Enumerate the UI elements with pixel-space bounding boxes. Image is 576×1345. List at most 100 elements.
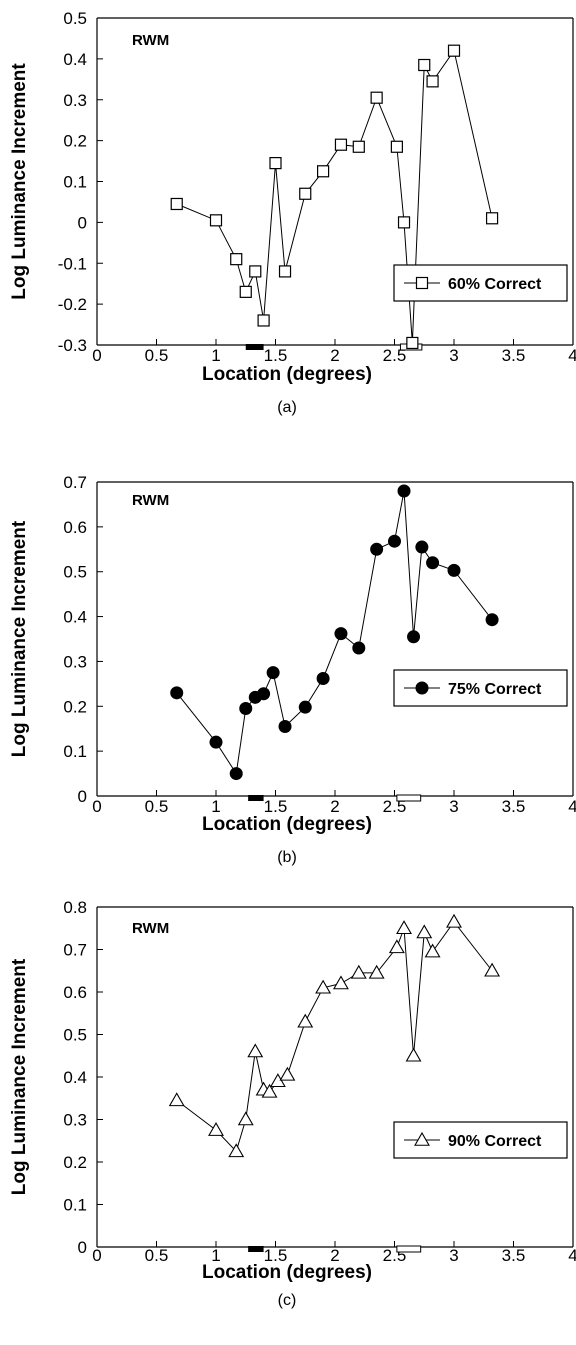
x-tick-label: 2 bbox=[330, 1246, 339, 1265]
x-tick-label: 1.5 bbox=[264, 346, 288, 365]
x-tick-label: 0 bbox=[92, 1246, 101, 1265]
data-point bbox=[230, 253, 243, 266]
x-tick-label: 2.5 bbox=[383, 797, 407, 816]
x-tick-label: 0 bbox=[92, 797, 101, 816]
y-tick-label: 0.2 bbox=[63, 697, 87, 716]
x-tick-label: 4 bbox=[568, 797, 576, 816]
data-point bbox=[249, 265, 262, 278]
data-point bbox=[266, 666, 280, 680]
x-tick-label: 0 bbox=[92, 346, 101, 365]
y-axis-title: Log Luminance Increment bbox=[9, 520, 30, 757]
data-point bbox=[416, 924, 433, 939]
x-tick-label: 1 bbox=[211, 346, 220, 365]
y-tick-label: -0.2 bbox=[58, 295, 87, 314]
data-point bbox=[170, 686, 184, 700]
data-point bbox=[447, 563, 461, 577]
data-point bbox=[352, 641, 366, 655]
data-point bbox=[297, 1013, 314, 1028]
y-tick-label: 0.1 bbox=[63, 173, 87, 192]
x-tick-label: 0.5 bbox=[145, 797, 169, 816]
data-point bbox=[484, 962, 501, 977]
y-tick-label: 0.4 bbox=[63, 1068, 87, 1087]
data-point bbox=[239, 285, 252, 298]
y-axis-title: Log Luminance Increment bbox=[9, 63, 30, 300]
x-tick-label: 3.5 bbox=[502, 1246, 526, 1265]
y-tick-label: -0.1 bbox=[58, 254, 87, 273]
series-line bbox=[176, 490, 493, 775]
data-point bbox=[317, 165, 330, 178]
x-axis-title: Location (degrees) bbox=[202, 1262, 372, 1283]
data-point bbox=[257, 687, 271, 701]
x-axis-title: Location (degrees) bbox=[202, 364, 372, 385]
filled-location-marker bbox=[248, 1246, 264, 1252]
legend-marker bbox=[414, 1131, 430, 1146]
y-tick-label: 0.2 bbox=[63, 1153, 87, 1172]
legend-label: 75% Correct bbox=[448, 681, 542, 698]
y-tick-label: 0.4 bbox=[63, 608, 87, 627]
data-point bbox=[424, 943, 441, 958]
chart-panel-a: -0.3 -0.2 -0.1 0 0.1 0.2 0.3 0.4 0.5 0 0.5 1 1.5 2 2.5… bbox=[9, 9, 576, 416]
y-tick-label: 0.7 bbox=[63, 941, 87, 960]
data-point bbox=[269, 157, 282, 170]
data-point bbox=[415, 540, 429, 554]
y-tick-label: 0.6 bbox=[63, 983, 87, 1002]
filled-location-marker bbox=[245, 344, 264, 350]
data-point bbox=[257, 314, 270, 327]
x-tick-label: 0.5 bbox=[145, 1246, 169, 1265]
data-point bbox=[368, 964, 385, 979]
x-tick-label: 2.5 bbox=[383, 346, 407, 365]
x-tick-label: 4 bbox=[568, 346, 576, 365]
x-tick-label: 3 bbox=[449, 1246, 458, 1265]
data-point bbox=[279, 1066, 296, 1081]
data-point bbox=[334, 138, 348, 151]
data-point bbox=[333, 975, 349, 990]
data-point bbox=[397, 216, 411, 229]
x-tick-label: 3 bbox=[449, 346, 458, 365]
panel-label: (b) bbox=[277, 849, 297, 866]
x-tick-label: 2 bbox=[330, 346, 339, 365]
data-point bbox=[407, 630, 421, 644]
data-point bbox=[446, 913, 462, 928]
chart-panel-c: 00.10.20.30.40.50.60.70.80 0.5 1 1.5 2 2.5 3 3.… bbox=[9, 898, 576, 1309]
legend-label: 60% Correct bbox=[448, 276, 542, 293]
corner-label: RWM bbox=[132, 492, 169, 509]
corner-label: RWM bbox=[132, 32, 169, 49]
open-location-marker bbox=[396, 794, 422, 802]
corner-label: RWM bbox=[132, 920, 169, 937]
data-point bbox=[485, 613, 499, 627]
y-tick-label: 0.1 bbox=[63, 1196, 87, 1215]
y-tick-label: 0 bbox=[78, 787, 87, 806]
series-line bbox=[176, 921, 493, 1153]
chart-panel-b: 0 0.1 0.2 0.3 0.4 0.5 0.6 0.7 0 0.5 1 1.5 2 2.5 3 3.5 4 7… bbox=[9, 473, 576, 866]
x-tick-label: 3.5 bbox=[502, 346, 526, 365]
data-point bbox=[418, 58, 431, 72]
data-point bbox=[316, 671, 330, 685]
y-axis-title: Log Luminance Increment bbox=[9, 958, 30, 1195]
data-point bbox=[388, 534, 401, 548]
data-point bbox=[390, 140, 403, 153]
panel-label: (c) bbox=[278, 1292, 297, 1309]
data-point bbox=[298, 700, 312, 714]
data-point bbox=[278, 719, 292, 733]
y-tick-label: 0.7 bbox=[63, 473, 87, 492]
y-tick-label: 0.3 bbox=[63, 652, 87, 671]
x-tick-label: 4 bbox=[568, 1246, 576, 1265]
data-point bbox=[239, 702, 253, 716]
data-point bbox=[209, 214, 223, 227]
y-tick-label: -0.3 bbox=[58, 336, 87, 355]
data-point bbox=[388, 939, 405, 954]
x-tick-label: 1 bbox=[211, 1246, 220, 1265]
legend-marker bbox=[415, 681, 429, 695]
data-point bbox=[278, 265, 292, 278]
y-tick-label: 0.6 bbox=[63, 518, 87, 537]
panel-label: (a) bbox=[277, 399, 297, 416]
data-point bbox=[208, 1122, 224, 1136]
data-point bbox=[352, 140, 365, 153]
data-point bbox=[170, 197, 183, 211]
x-tick-label: 1.5 bbox=[264, 797, 288, 816]
y-tick-label: 0.8 bbox=[63, 898, 87, 917]
data-point bbox=[237, 1111, 254, 1126]
data-point bbox=[426, 556, 440, 570]
y-tick-label: 0.5 bbox=[63, 9, 87, 28]
data-point bbox=[426, 75, 439, 88]
